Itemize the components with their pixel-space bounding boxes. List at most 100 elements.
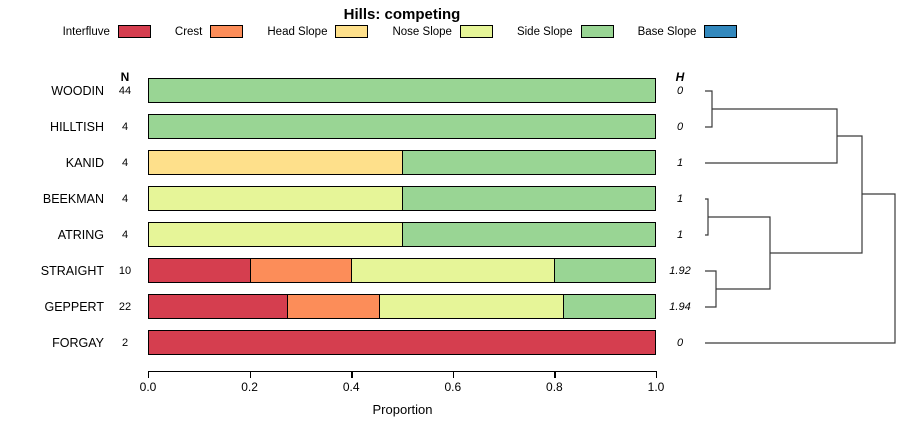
row-h-value: 1 bbox=[676, 193, 684, 205]
row-h-value: 1 bbox=[676, 157, 684, 169]
bar-row-hilltish: HILLTISH 4 0 bbox=[0, 109, 900, 145]
bar-segment-crest bbox=[250, 259, 352, 282]
row-n-value: 4 bbox=[121, 193, 129, 205]
legend-swatch-base-slope bbox=[704, 25, 738, 38]
stacked-bar bbox=[148, 78, 656, 103]
row-h-value: 0 bbox=[676, 85, 684, 97]
legend-swatch-head-slope bbox=[335, 25, 369, 38]
row-label: STRAIGHT bbox=[40, 264, 104, 278]
row-label: GEPPERT bbox=[44, 300, 104, 314]
row-h-value: 0 bbox=[676, 121, 684, 133]
bar-row-beekman: BEEKMAN 4 1 bbox=[0, 181, 900, 217]
x-tick-mark bbox=[148, 371, 150, 378]
bar-segment-side-slope bbox=[402, 151, 655, 174]
bar-segment-crest bbox=[287, 295, 380, 318]
dendrogram-branch-3 bbox=[708, 216, 771, 290]
dendrogram-branch-6 bbox=[705, 193, 896, 344]
bar-segment-side-slope bbox=[402, 187, 655, 210]
row-label: WOODIN bbox=[51, 84, 104, 98]
bar-segment-nose-slope bbox=[149, 223, 402, 246]
x-tick-label: 0.6 bbox=[444, 380, 462, 394]
x-axis-line bbox=[148, 371, 657, 373]
legend-label: Crest bbox=[174, 25, 203, 38]
legend-label: Side Slope bbox=[516, 25, 573, 38]
row-n-value: 4 bbox=[121, 121, 129, 133]
chart-title: Hills: competing bbox=[343, 6, 461, 23]
bar-row-atring: ATRING 4 1 bbox=[0, 217, 900, 253]
stacked-bar bbox=[148, 330, 656, 355]
dendrogram-branch-5 bbox=[770, 135, 863, 254]
x-tick-mark bbox=[452, 371, 455, 378]
row-n-value: 4 bbox=[121, 157, 129, 169]
bar-segment-interfluve bbox=[149, 295, 288, 318]
x-tick-label: 0.0 bbox=[139, 380, 157, 394]
row-h-value: 1.94 bbox=[669, 301, 691, 313]
x-tick-mark bbox=[249, 371, 251, 378]
x-tick-mark bbox=[554, 371, 556, 378]
stacked-bar bbox=[148, 114, 656, 139]
row-n-value: 10 bbox=[118, 265, 132, 277]
legend-item-nose-slope: Nose Slope bbox=[392, 25, 493, 38]
legend-label: Nose Slope bbox=[392, 25, 452, 38]
legend-item-interfluve: Interfluve bbox=[63, 25, 151, 38]
bar-row-forgay: FORGAY 2 0 bbox=[0, 325, 900, 361]
row-n-value: 44 bbox=[118, 85, 132, 97]
row-h-value: 1 bbox=[676, 229, 684, 241]
legend-item-head-slope: Head Slope bbox=[267, 25, 369, 38]
x-axis-label: Proportion bbox=[372, 402, 433, 417]
legend-label: Head Slope bbox=[267, 25, 328, 38]
row-n-value: 4 bbox=[121, 229, 129, 241]
legend-item-base-slope: Base Slope bbox=[638, 25, 738, 38]
legend-label: Interfluve bbox=[62, 25, 110, 38]
legend-swatch-nose-slope bbox=[459, 25, 493, 38]
legend: Interfluve Crest Head Slope Nose Slope Side … bbox=[0, 25, 800, 38]
stacked-bar bbox=[148, 294, 656, 319]
bar-row-kanid: KANID 4 1 bbox=[0, 145, 900, 181]
x-tick-label: 0.2 bbox=[241, 380, 258, 394]
row-label: FORGAY bbox=[52, 336, 104, 350]
x-tick-label: 1.0 bbox=[647, 380, 665, 394]
dendrogram-branch-0 bbox=[705, 90, 713, 128]
stacked-bar bbox=[148, 258, 656, 283]
row-h-value: 1.92 bbox=[669, 265, 691, 277]
dendrogram-branch-4 bbox=[705, 108, 838, 164]
bar-row-straight: STRAIGHT 10 1.92 bbox=[0, 253, 900, 289]
legend-swatch-crest bbox=[210, 25, 244, 38]
x-tick-mark bbox=[351, 371, 353, 378]
bar-segment-nose-slope bbox=[149, 187, 402, 210]
legend-item-crest: Crest bbox=[174, 25, 244, 38]
bar-segment-nose-slope bbox=[351, 259, 554, 282]
row-label: BEEKMAN bbox=[42, 192, 104, 206]
row-h-value: 0 bbox=[676, 337, 684, 349]
bar-row-woodin: WOODIN 44 0 bbox=[0, 73, 900, 109]
x-tick-mark bbox=[656, 371, 658, 378]
bar-row-geppert: GEPPERT 22 1.94 bbox=[0, 289, 900, 325]
column-header-n: N bbox=[120, 70, 130, 84]
bar-segment-side-slope bbox=[562, 295, 655, 318]
row-n-value: 2 bbox=[121, 337, 129, 349]
legend-swatch-interfluve bbox=[117, 25, 151, 38]
stacked-bar bbox=[148, 150, 656, 175]
legend-swatch-side-slope bbox=[580, 25, 614, 38]
stacked-bar bbox=[148, 222, 656, 247]
bar-segment-interfluve bbox=[149, 259, 251, 282]
bar-segment-nose-slope bbox=[379, 295, 563, 318]
row-label: ATRING bbox=[57, 228, 104, 242]
column-header-h: H bbox=[675, 70, 685, 84]
dendrogram-branch-2 bbox=[705, 270, 717, 308]
bar-segment-interfluve bbox=[149, 331, 655, 354]
legend-item-side-slope: Side Slope bbox=[517, 25, 614, 38]
row-n-value: 22 bbox=[118, 301, 132, 313]
x-tick-label: 0.8 bbox=[546, 380, 563, 394]
row-label: HILLTISH bbox=[50, 120, 104, 134]
x-tick-label: 0.4 bbox=[342, 380, 360, 394]
bar-segment-side-slope bbox=[553, 259, 655, 282]
legend-label: Base Slope bbox=[637, 25, 697, 38]
bar-segment-side-slope bbox=[149, 79, 655, 102]
bar-segment-side-slope bbox=[402, 223, 655, 246]
dendrogram-branch-1 bbox=[705, 198, 709, 236]
row-label: KANID bbox=[65, 156, 104, 170]
